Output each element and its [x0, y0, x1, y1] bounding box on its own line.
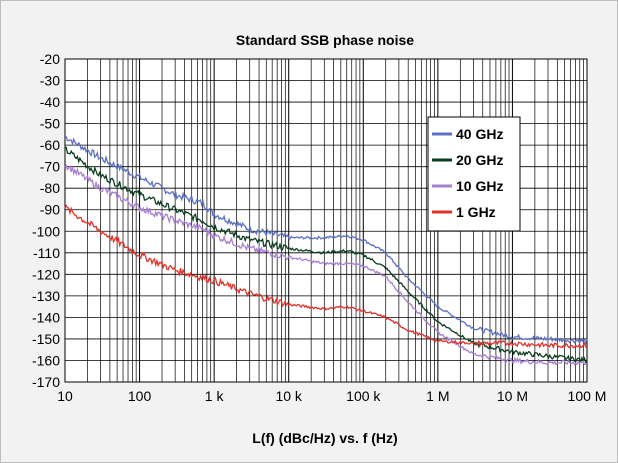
data-series: [64, 135, 588, 366]
y-tick-label: -140: [32, 309, 60, 325]
y-tick-labels: -20 -30 -40 -50 -60 -70 -80 -90 -100 -110 -120 -130…: [32, 51, 60, 390]
series-line-10-ghz: [64, 163, 588, 366]
x-tick-label: 10 k: [275, 388, 302, 404]
y-tick-label: -110: [33, 245, 60, 261]
x-tick-label: 10: [57, 388, 73, 404]
y-tick-label: -30: [40, 73, 60, 89]
legend: 40 GHz 20 GHz 10 GHz 1 GHz: [427, 116, 521, 232]
x-tick-label: 100 k: [346, 388, 381, 404]
x-axis-label: L(f) (dBc/Hz) vs. f (Hz): [252, 430, 397, 446]
y-tick-label: -60: [40, 137, 60, 153]
legend-label: 40 GHz: [456, 126, 503, 142]
y-tick-label: -160: [32, 352, 60, 368]
legend-label: 1 GHz: [456, 204, 496, 220]
y-tick-label: -90: [40, 202, 60, 218]
y-tick-label: -20: [40, 51, 60, 67]
x-tick-label: 10 M: [497, 388, 528, 404]
y-tick-label: -130: [32, 288, 60, 304]
y-tick-label: -50: [40, 116, 60, 132]
chart-title: Standard SSB phase noise: [236, 32, 414, 48]
x-tick-labels: 10 100 1 k 10 k 100 k 1 M 10 M 100 M: [57, 388, 606, 404]
y-tick-label: -150: [32, 331, 60, 347]
x-tick-label: 1 k: [205, 388, 225, 404]
series-line-40-ghz: [64, 135, 588, 346]
y-tick-label: -80: [40, 180, 60, 196]
y-tick-label: -120: [32, 266, 60, 282]
x-tick-label: 100 M: [568, 388, 607, 404]
y-tick-label: -100: [32, 223, 60, 239]
legend-label: 10 GHz: [456, 178, 503, 194]
y-tick-label: -70: [40, 159, 60, 175]
y-tick-label: -170: [32, 374, 60, 390]
legend-label: 20 GHz: [456, 152, 503, 168]
x-tick-label: 100: [128, 388, 152, 404]
series-line-1-ghz: [64, 204, 588, 350]
x-tick-label: 1 M: [426, 388, 449, 404]
y-tick-label: -40: [40, 94, 60, 110]
series-line-20-ghz: [65, 146, 588, 364]
